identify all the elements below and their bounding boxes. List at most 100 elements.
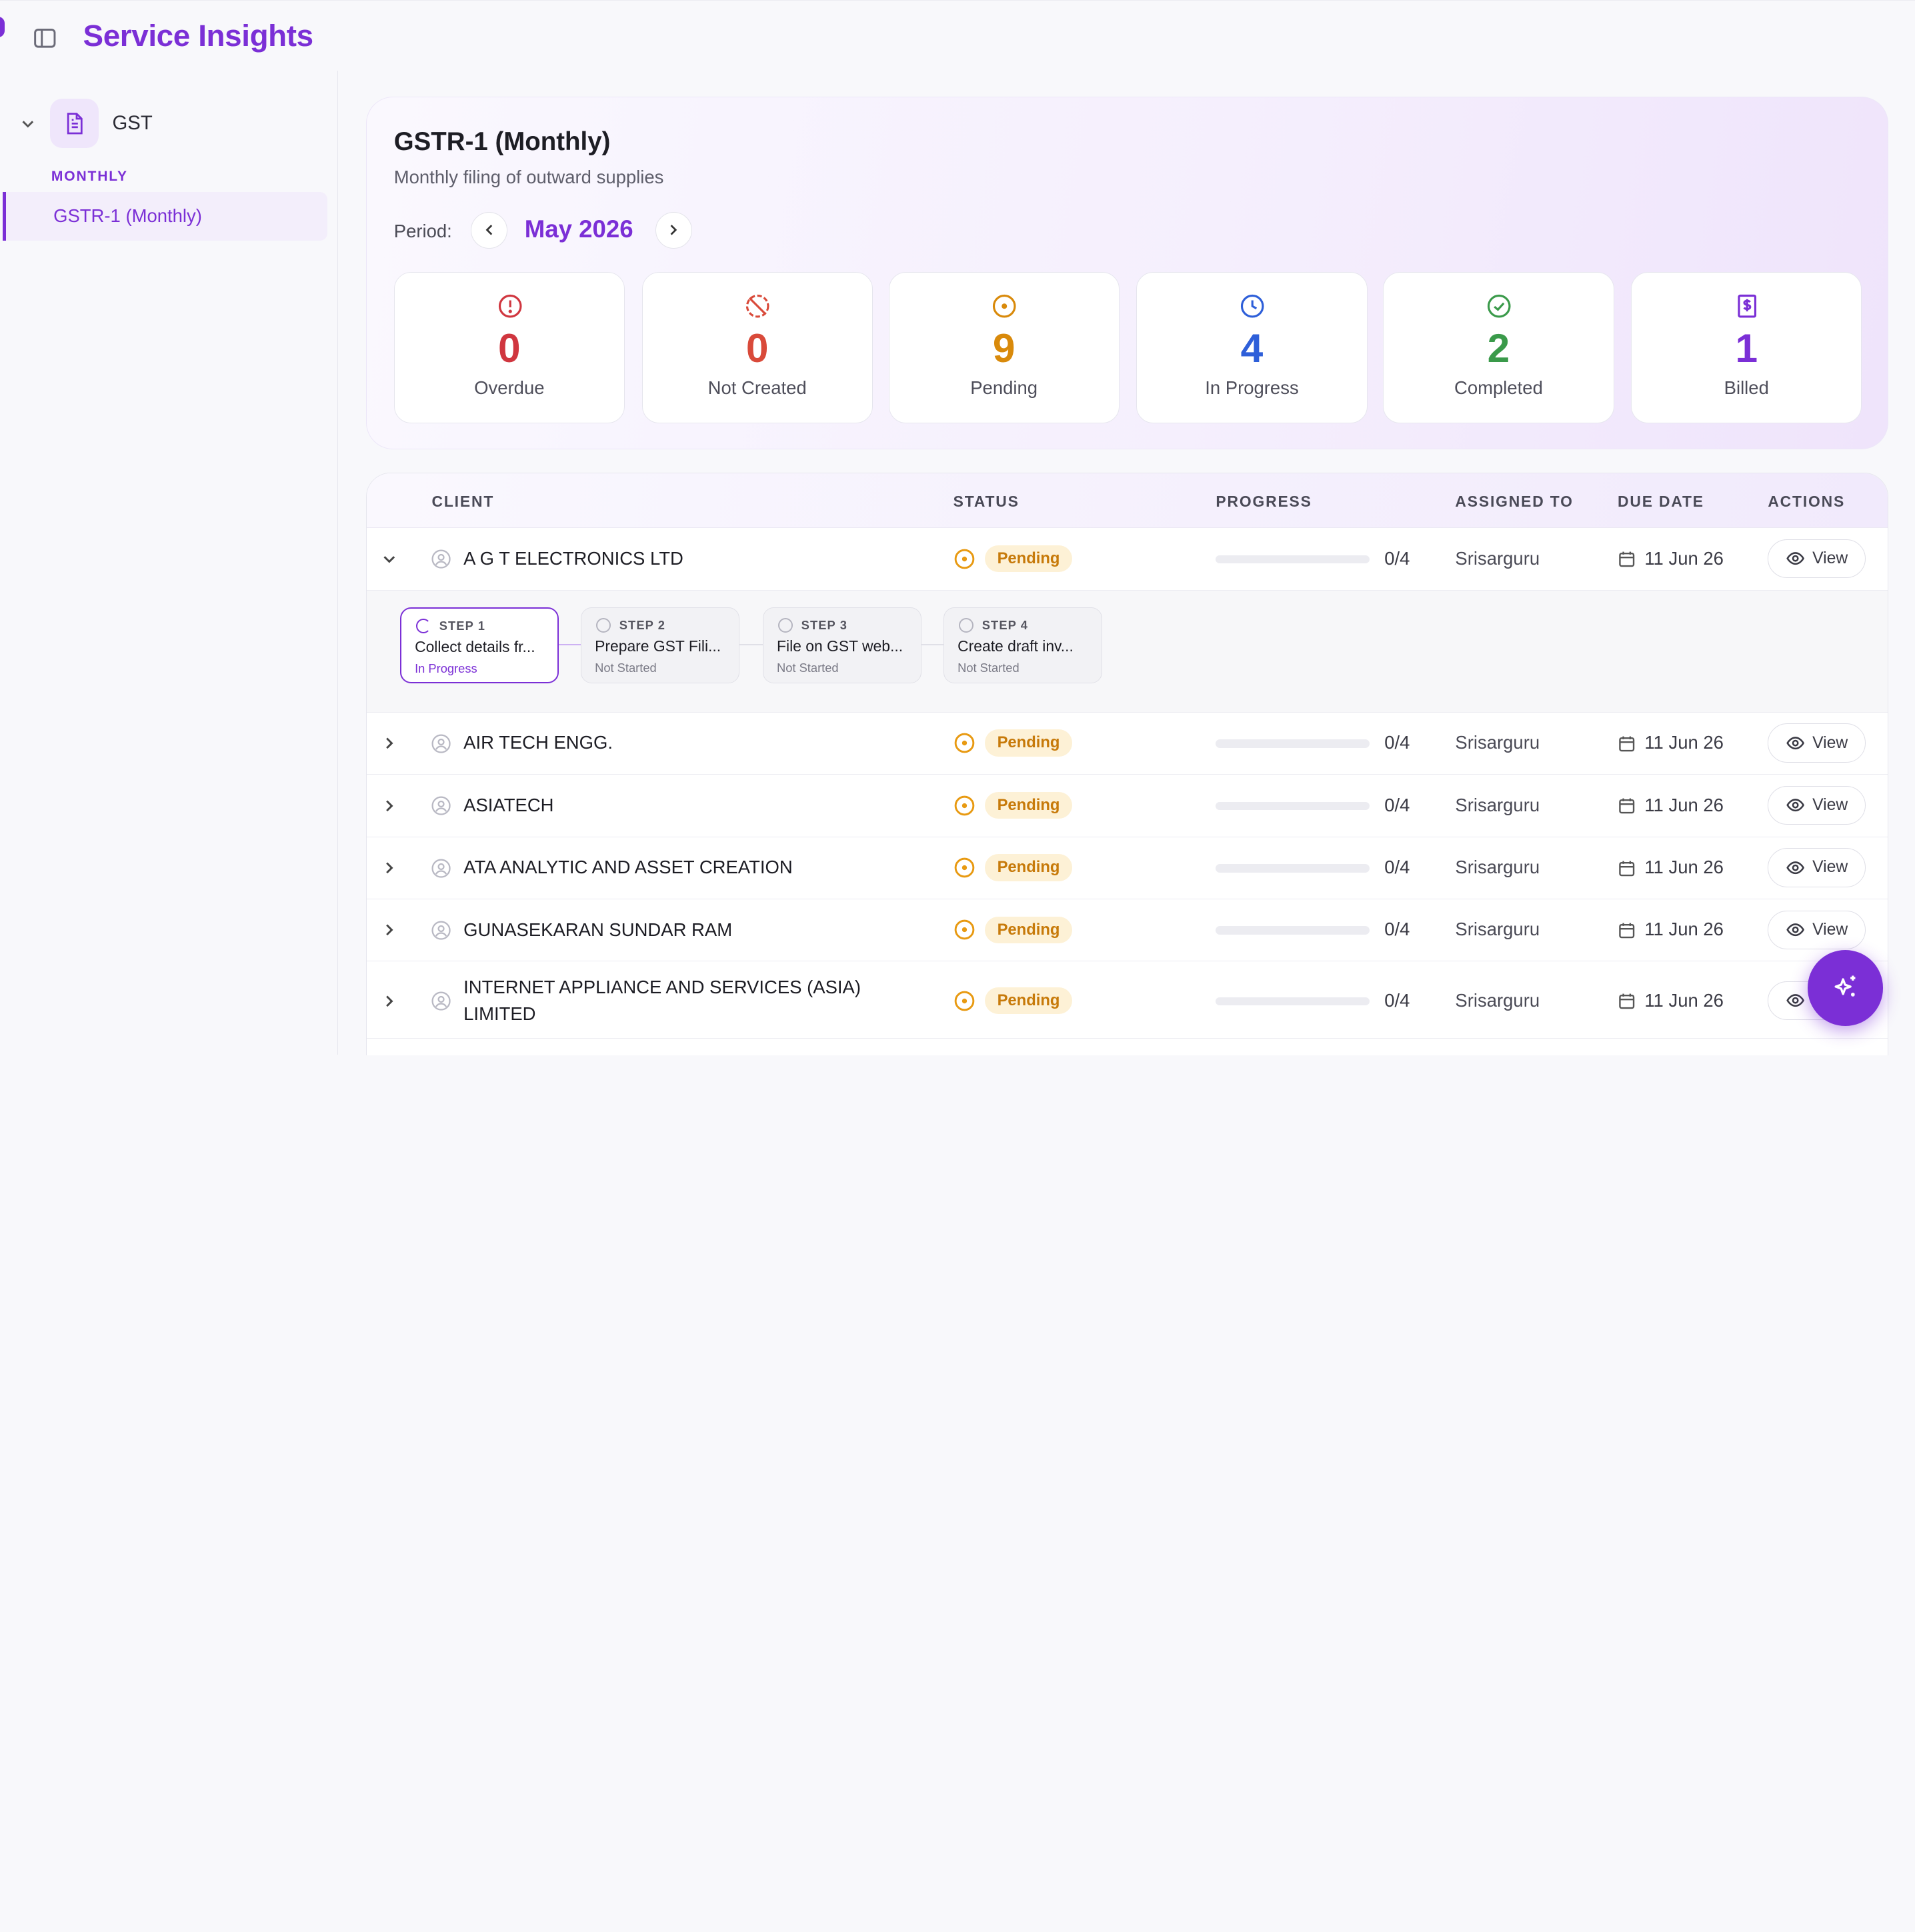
step-status: Not Started	[958, 661, 1020, 675]
progress-count: 0/4	[1384, 919, 1410, 940]
empty-circle-icon	[595, 617, 611, 633]
column-header-due-date[interactable]: DUE DATE	[1618, 493, 1704, 511]
sidebar: GST MONTHLY GSTR-1 (Monthly)	[0, 71, 339, 1055]
chevron-down-icon[interactable]	[19, 115, 37, 132]
period-label: Period:	[393, 220, 452, 241]
table-row[interactable]: GUNASEKARAN SUNDAR RAM Pending 0/4 Srisa…	[367, 899, 1888, 962]
table-row[interactable]: ATA ANALYTIC AND ASSET CREATION Pending …	[367, 837, 1888, 900]
stat-card-not-created[interactable]: 0 Not Created	[641, 271, 873, 423]
progress-bar	[1216, 801, 1370, 811]
alert-circle-icon	[498, 294, 522, 318]
view-button[interactable]: View	[1768, 785, 1866, 825]
stat-card-completed[interactable]: 2 Completed	[1383, 271, 1614, 423]
eye-icon	[1786, 552, 1804, 565]
step-card[interactable]: STEP 2 Prepare GST Fili... Not Started	[580, 607, 740, 683]
step-card[interactable]: STEP 4 Create draft inv... Not Started	[943, 607, 1103, 683]
status-badge: Pending	[985, 545, 1072, 573]
invoice-dollar-icon	[1738, 294, 1757, 318]
stat-value: 9	[992, 325, 1016, 371]
calendar-icon	[1619, 861, 1635, 876]
chevron-right-icon[interactable]	[381, 921, 398, 939]
client-name[interactable]: GUNASEKARAN SUNDAR RAM	[463, 919, 733, 940]
client-name[interactable]: INTERNET APPLIANCE AND SERVICES (ASIA) L…	[463, 976, 861, 1025]
column-header-actions: ACTIONS	[1768, 493, 1846, 511]
chevron-right-icon[interactable]	[381, 859, 398, 877]
progress-bar	[1216, 926, 1370, 935]
stat-label: Billed	[1724, 377, 1769, 399]
next-period-button[interactable]	[655, 211, 692, 249]
sidebar-group-gst[interactable]: GST	[17, 99, 323, 148]
period-value: May 2026	[524, 215, 633, 243]
chevron-right-icon	[670, 225, 677, 236]
chevron-right-icon[interactable]	[381, 797, 398, 814]
client-name[interactable]: ATA ANALYTIC AND ASSET CREATION	[463, 857, 793, 878]
pending-circle-icon	[954, 857, 974, 878]
table-row[interactable]: AIR TECH ENGG. Pending 0/4 Srisarguru 11…	[367, 712, 1888, 775]
pending-circle-icon	[954, 733, 974, 753]
sidebar-item-label: GSTR-1 (Monthly)	[53, 205, 202, 226]
step-title: Create draft inv...	[958, 637, 1074, 655]
stat-card-overdue[interactable]: 0 Overdue	[393, 271, 625, 423]
column-header-progress[interactable]: PROGRESS	[1216, 493, 1312, 511]
step-title: File on GST web...	[777, 637, 903, 655]
empty-circle-icon	[777, 617, 793, 633]
user-circle-icon	[431, 796, 451, 815]
table-row[interactable]: INTERNET APPLIANCE AND SERVICES (ASIA) L…	[367, 961, 1888, 1039]
sidebar-section-caption: MONTHLY	[51, 168, 128, 184]
step-number: STEP 2	[619, 617, 666, 632]
step-card[interactable]: STEP 1 Collect details fr... In Progress	[399, 607, 559, 683]
chevron-right-icon[interactable]	[381, 735, 398, 752]
table-row[interactable]: ASIATECH Pending 0/4 Srisarguru 11 Jun 2…	[367, 775, 1888, 837]
stat-card-in-progress[interactable]: 4 In Progress	[1136, 271, 1368, 423]
client-name[interactable]: ASIATECH	[463, 794, 554, 815]
progress-bar	[1216, 555, 1370, 564]
step-connector	[559, 644, 583, 646]
stat-card-pending[interactable]: 9 Pending	[888, 271, 1120, 423]
due-date: 11 Jun 26	[1644, 547, 1724, 569]
stat-card-billed[interactable]: 1 Billed	[1631, 271, 1862, 423]
assignee-name: Srisarguru	[1455, 794, 1540, 815]
column-header-status[interactable]: STATUS	[953, 493, 1020, 511]
status-badge: Pending	[985, 854, 1072, 881]
calendar-icon	[1619, 736, 1635, 752]
spinner-icon	[415, 618, 431, 633]
view-button[interactable]: View	[1768, 723, 1866, 763]
previous-period-button[interactable]	[471, 211, 508, 249]
calendar-icon	[1619, 798, 1635, 814]
pending-circle-icon	[954, 991, 974, 1011]
eye-icon	[1786, 737, 1804, 750]
calendar-icon	[1619, 993, 1635, 1009]
step-connector	[739, 644, 764, 646]
status-badge: Pending	[985, 916, 1072, 943]
assignee-name: Srisarguru	[1455, 856, 1540, 877]
column-header-client[interactable]: CLIENT	[431, 493, 495, 511]
ai-assistant-button[interactable]	[1807, 949, 1884, 1026]
progress-count: 0/4	[1384, 989, 1410, 1011]
view-button[interactable]: View	[1768, 848, 1866, 887]
progress-count: 0/4	[1384, 856, 1410, 877]
client-name[interactable]: AIR TECH ENGG.	[463, 732, 613, 753]
view-button-label: View	[1812, 920, 1848, 939]
table-row[interactable]: A G T ELECTRONICS LTD Pending 0/4 Srisar…	[367, 528, 1888, 591]
due-date: 11 Jun 26	[1644, 919, 1724, 940]
progress-bar	[1216, 739, 1370, 748]
top-bar: Service Insights	[0, 0, 1915, 71]
chevron-right-icon[interactable]	[381, 992, 398, 1009]
chevron-left-icon	[485, 225, 492, 236]
step-status: Not Started	[777, 661, 839, 675]
step-card[interactable]: STEP 3 File on GST web... Not Started	[762, 607, 921, 683]
client-name[interactable]: A G T ELECTRONICS LTD	[463, 547, 683, 569]
stat-value: 1	[1735, 325, 1758, 371]
circle-slash-icon	[746, 294, 769, 318]
assignee-name: Srisarguru	[1455, 547, 1540, 569]
pending-circle-icon	[954, 919, 974, 940]
view-button[interactable]: View	[1768, 539, 1866, 579]
status-badge: Pending	[985, 791, 1072, 819]
sidebar-toggle-icon[interactable]	[33, 26, 57, 51]
stat-value: 4	[1240, 325, 1264, 371]
view-button[interactable]: View	[1768, 910, 1866, 950]
chevron-down-icon[interactable]	[381, 550, 398, 567]
due-date: 11 Jun 26	[1644, 794, 1724, 815]
sidebar-item-gstr1-monthly[interactable]: GSTR-1 (Monthly)	[2, 191, 327, 241]
column-header-assigned-to[interactable]: ASSIGNED TO	[1455, 493, 1574, 511]
